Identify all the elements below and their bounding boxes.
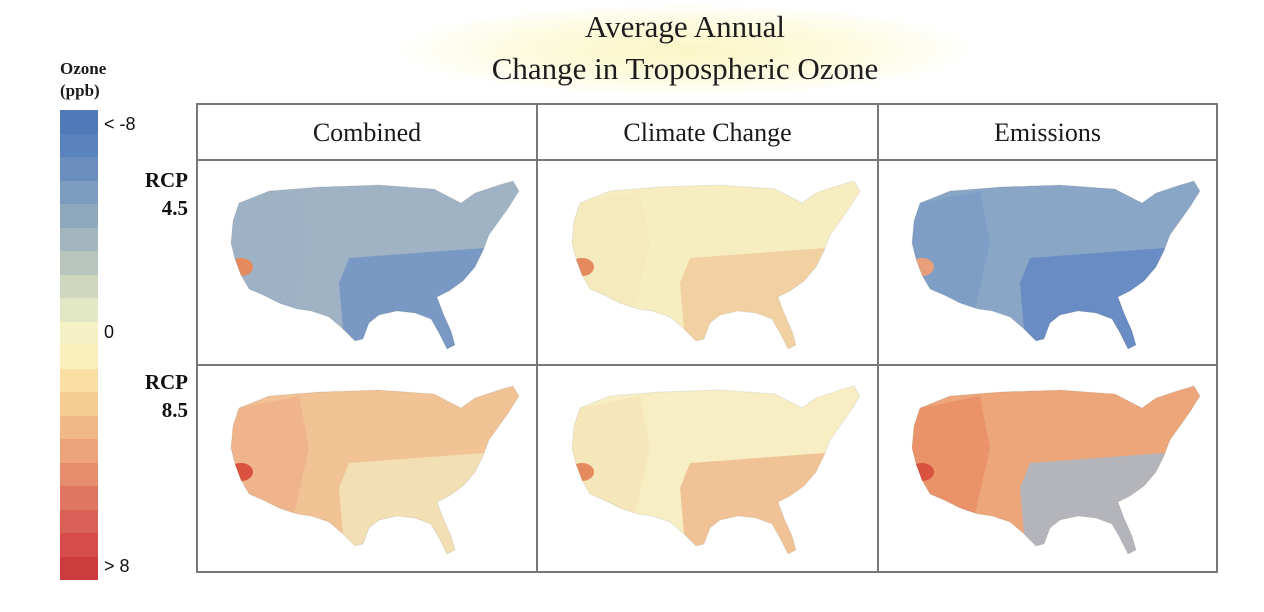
legend-zero-label: 0 [104, 322, 115, 342]
column-header-emissions: Emissions [994, 118, 1101, 147]
grid-divider [877, 105, 879, 571]
legend-swatch [60, 274, 98, 298]
us-map-hotspot [912, 258, 934, 276]
legend-swatch [60, 533, 98, 557]
us-map-outline [911, 385, 1201, 555]
us-map-southeast-region [1020, 248, 1165, 349]
title-line-1: Average Annual [585, 9, 785, 44]
chart-title: Average Annual Change in Tropospheric Oz… [400, 4, 970, 96]
us-map-outline [230, 385, 520, 555]
legend-swatch [60, 345, 98, 369]
us-map-west-region [231, 191, 309, 309]
map-rcp85-climate-change [540, 368, 876, 566]
row-label-rcp85: RCP 8.5 [118, 368, 188, 424]
legend-swatch [60, 180, 98, 204]
us-map-west-region [572, 191, 650, 309]
map-rcp45-emissions [880, 163, 1216, 361]
us-map-outline [571, 180, 861, 350]
us-map-west-region [231, 396, 309, 514]
legend-color-bar [60, 110, 98, 580]
us-map-southeast-region [680, 453, 825, 554]
column-header-combined: Combined [312, 118, 422, 147]
us-map-outline [230, 180, 520, 350]
us-map-west-region [572, 396, 650, 514]
legend-swatch [60, 251, 98, 275]
us-map-outline [911, 180, 1201, 350]
legend-swatch [60, 509, 98, 533]
grid-divider [198, 159, 1216, 161]
legend-bottom-label: > 8 [104, 556, 130, 576]
legend-swatch [60, 227, 98, 251]
legend-swatch [60, 556, 98, 580]
column-header-climate-change: Climate Change [623, 118, 792, 147]
legend-swatch [60, 157, 98, 181]
map-rcp85-combined [199, 368, 535, 566]
legend-swatch [60, 204, 98, 228]
legend-swatch [60, 392, 98, 416]
row-label-line-2: 8.5 [161, 398, 188, 422]
us-map-hotspot [231, 258, 253, 276]
us-map-west-region [912, 396, 990, 514]
legend-swatch [60, 133, 98, 157]
legend-title-line-1: Ozone [60, 59, 107, 78]
us-map-outline [571, 385, 861, 555]
legend-swatch [60, 415, 98, 439]
legend-swatch [60, 486, 98, 510]
us-map-hotspot [912, 463, 934, 481]
us-map-southeast-region [680, 248, 825, 349]
row-label-line-1: RCP [144, 370, 188, 394]
legend-swatch [60, 462, 98, 486]
legend-swatch [60, 321, 98, 345]
legend-swatch [60, 368, 98, 392]
us-map-west-region [912, 191, 990, 309]
map-grid: Combined Climate Change Emissions [196, 103, 1218, 573]
us-map-hotspot [572, 463, 594, 481]
map-rcp85-emissions [880, 368, 1216, 566]
title-line-2: Change in Tropospheric Ozone [491, 51, 879, 86]
us-map-southeast-region [339, 248, 484, 349]
us-map-southeast-region [339, 453, 484, 554]
us-map-hotspot [572, 258, 594, 276]
map-rcp45-climate-change [540, 163, 876, 361]
row-label-line-1: RCP [144, 168, 188, 192]
legend-title-line-2: (ppb) [60, 81, 100, 100]
grid-divider [198, 364, 1216, 366]
row-label-rcp45: RCP 4.5 [118, 166, 188, 222]
legend-top-label: < -8 [104, 114, 136, 134]
grid-divider [536, 105, 538, 571]
legend-swatch [60, 439, 98, 463]
row-label-line-2: 4.5 [161, 196, 188, 220]
us-map-southeast-region [1020, 453, 1165, 554]
legend-swatch [60, 298, 98, 322]
map-rcp45-combined [199, 163, 535, 361]
legend-title: Ozone (ppb) [60, 58, 140, 102]
us-map-hotspot [231, 463, 253, 481]
legend-swatch [60, 110, 98, 134]
